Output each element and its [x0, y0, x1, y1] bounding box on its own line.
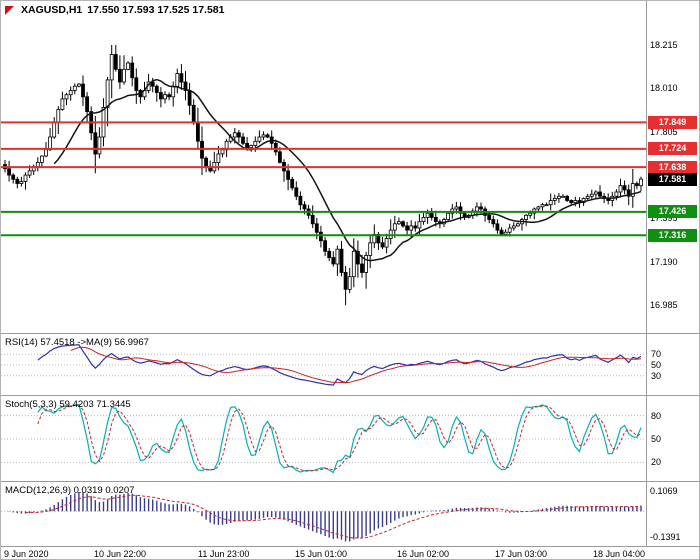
- rsi-indicator-label: RSI(14) 57.4518 ->MA(9) 56.9967: [5, 337, 149, 348]
- divider-main-rsi: [1, 333, 699, 334]
- price-axis-separator: [646, 1, 647, 546]
- divider-stoch-macd: [1, 481, 699, 482]
- stoch-indicator-label: Stoch(5,3,3) 59.4203 71.3445: [5, 399, 131, 410]
- symbol-timeframe-label: XAGUSD,H1: [21, 4, 83, 16]
- divider-rsi-stoch: [1, 395, 699, 396]
- price-down-arrow-icon: [5, 5, 14, 15]
- divider-macd-time: [1, 546, 699, 547]
- chart-title: XAGUSD,H1 17.550 17.593 17.525 17.581: [5, 4, 224, 16]
- ohlc-values: 17.550 17.593 17.525 17.581: [87, 4, 225, 16]
- macd-indicator-label: MACD(12,26,9) 0.0319 0.0207: [5, 485, 135, 496]
